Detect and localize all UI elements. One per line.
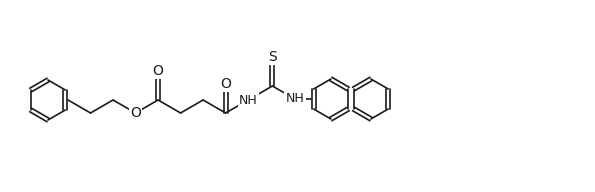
Text: O: O: [220, 77, 231, 91]
Text: NH: NH: [286, 93, 304, 105]
Text: S: S: [268, 50, 277, 64]
Text: NH: NH: [239, 94, 258, 107]
Text: O: O: [153, 64, 164, 78]
Text: O: O: [130, 106, 141, 120]
